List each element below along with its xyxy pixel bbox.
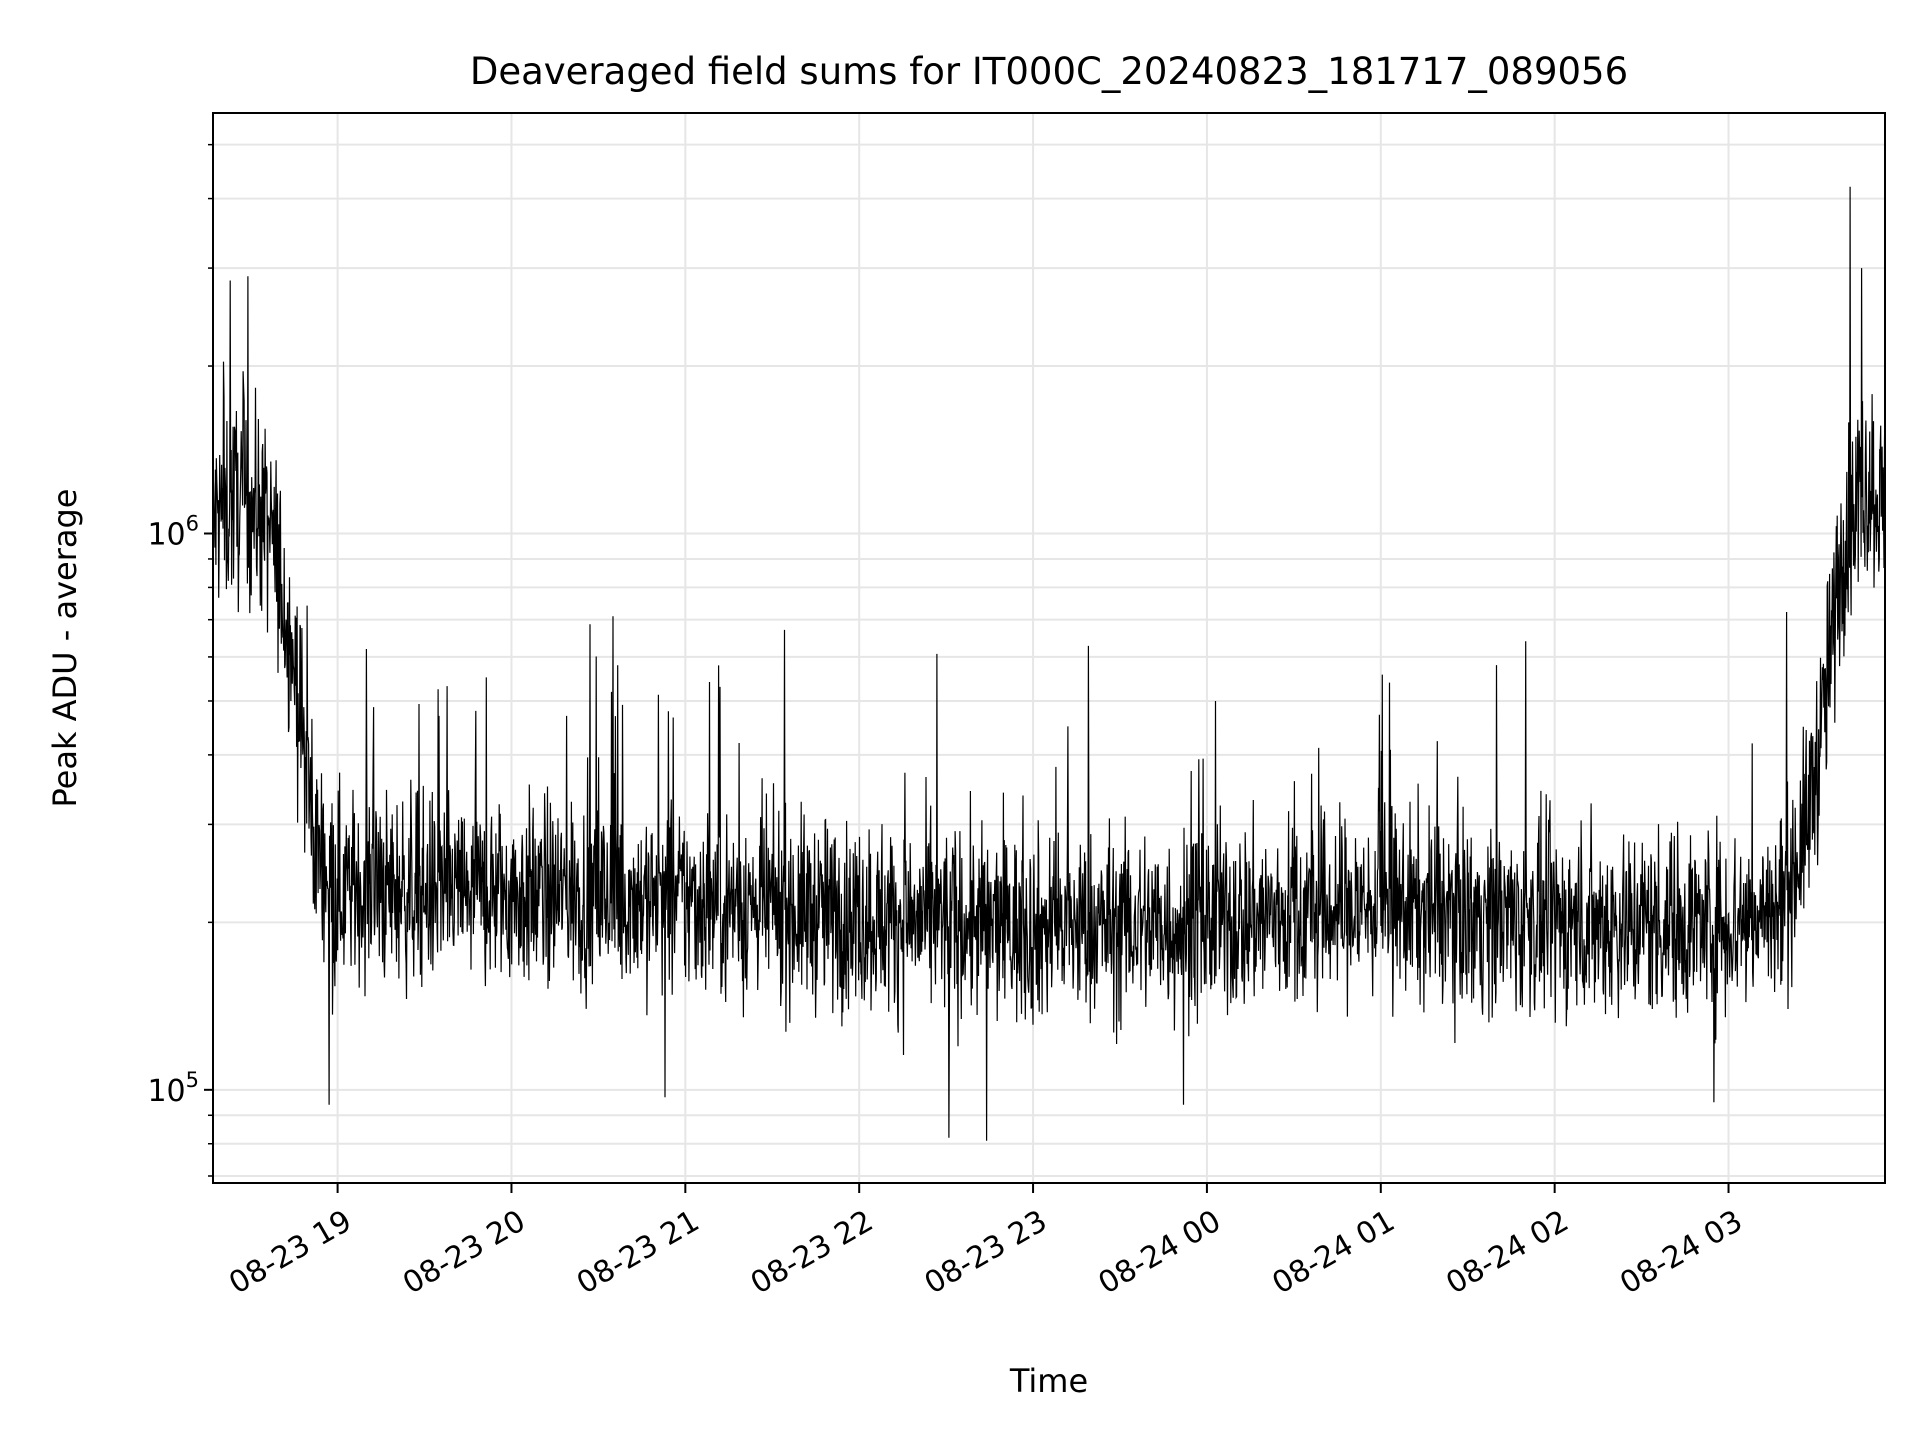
plot-frame <box>212 112 1886 1184</box>
y-tick-base: 10 <box>147 1074 185 1109</box>
y-tick-base: 10 <box>147 518 185 553</box>
y-tick-exponent: 6 <box>186 512 199 536</box>
y-tick-label: 106 <box>147 512 199 553</box>
x-axis-label: Time <box>1009 1362 1088 1400</box>
grid <box>213 113 1885 1183</box>
y-tick-exponent: 5 <box>186 1068 199 1092</box>
chart-title: Deaveraged field sums for IT000C_2024082… <box>470 50 1628 93</box>
series-line <box>212 186 1886 1141</box>
y-axis-label: Peak ADU - average <box>46 489 84 808</box>
y-tick-label: 105 <box>147 1068 199 1109</box>
series <box>212 186 1886 1141</box>
